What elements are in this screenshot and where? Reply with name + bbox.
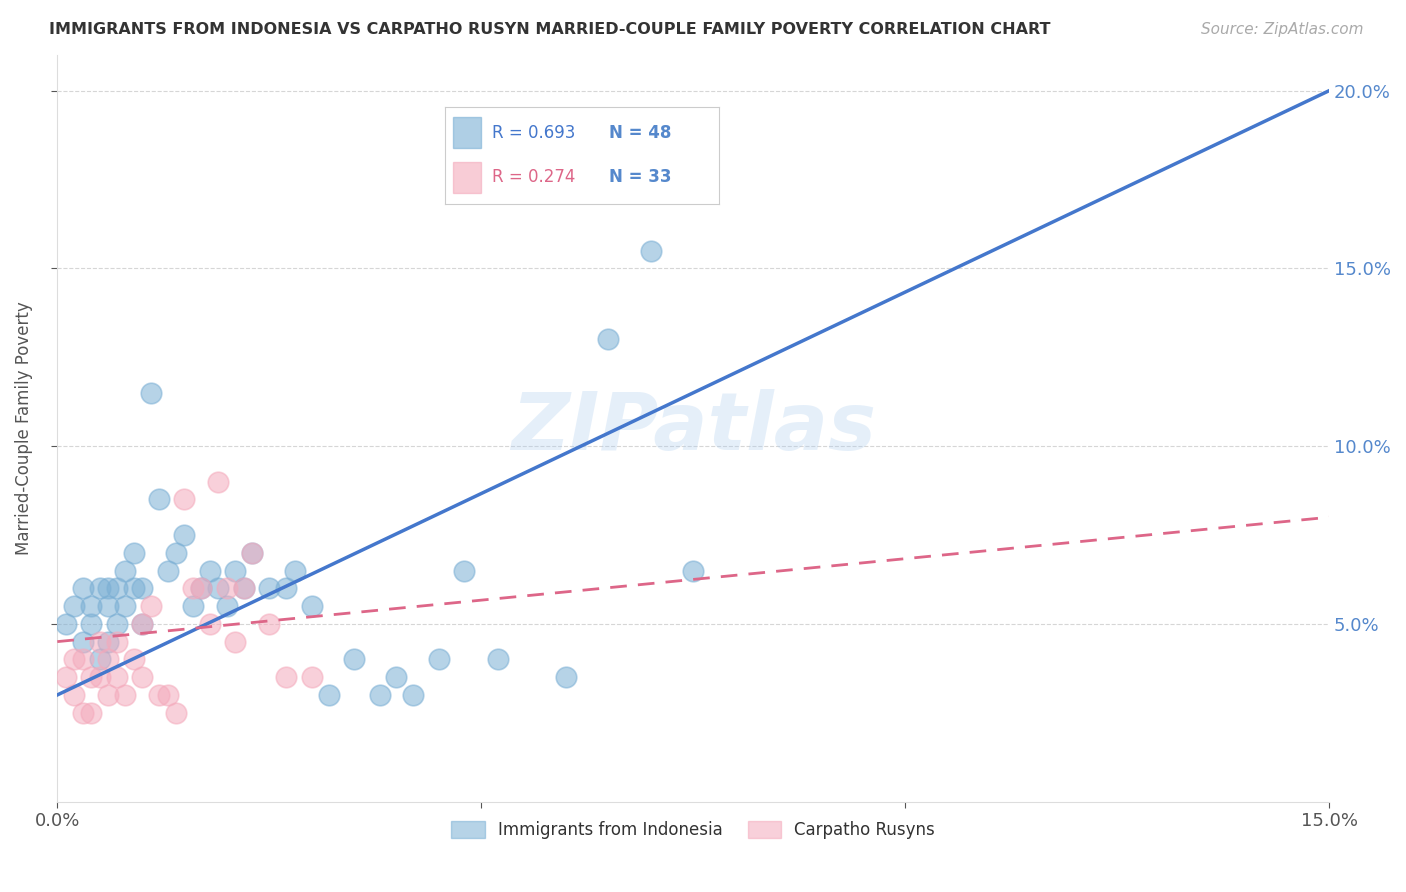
- Point: [453, 564, 475, 578]
- Point: [240, 546, 263, 560]
- Point: [165, 706, 187, 720]
- Point: [343, 652, 366, 666]
- Point: [207, 475, 229, 489]
- Point: [63, 599, 86, 613]
- Text: Source: ZipAtlas.com: Source: ZipAtlas.com: [1201, 22, 1364, 37]
- Point: [402, 688, 425, 702]
- Point: [207, 582, 229, 596]
- Point: [122, 652, 145, 666]
- Point: [89, 652, 111, 666]
- Point: [105, 670, 128, 684]
- Point: [173, 528, 195, 542]
- Point: [105, 582, 128, 596]
- Point: [555, 670, 578, 684]
- Point: [131, 616, 153, 631]
- Point: [427, 652, 450, 666]
- Point: [165, 546, 187, 560]
- Point: [198, 564, 221, 578]
- Point: [89, 582, 111, 596]
- Point: [276, 670, 298, 684]
- Point: [215, 599, 238, 613]
- Point: [284, 564, 307, 578]
- Point: [173, 492, 195, 507]
- Point: [131, 670, 153, 684]
- Point: [97, 652, 120, 666]
- Legend: Immigrants from Indonesia, Carpatho Rusyns: Immigrants from Indonesia, Carpatho Rusy…: [444, 814, 942, 846]
- Point: [131, 582, 153, 596]
- Point: [259, 582, 281, 596]
- Point: [122, 546, 145, 560]
- Point: [148, 688, 170, 702]
- Point: [114, 599, 136, 613]
- Point: [63, 652, 86, 666]
- Point: [55, 670, 77, 684]
- Point: [224, 564, 246, 578]
- Point: [97, 582, 120, 596]
- Point: [105, 616, 128, 631]
- Point: [80, 670, 103, 684]
- Point: [181, 599, 204, 613]
- Point: [190, 582, 212, 596]
- Point: [215, 582, 238, 596]
- Point: [72, 652, 94, 666]
- Point: [80, 599, 103, 613]
- Point: [97, 634, 120, 648]
- Point: [89, 670, 111, 684]
- Point: [301, 599, 323, 613]
- Point: [240, 546, 263, 560]
- Point: [122, 582, 145, 596]
- Point: [385, 670, 408, 684]
- Point: [139, 385, 162, 400]
- Point: [682, 564, 704, 578]
- Point: [276, 582, 298, 596]
- Point: [181, 582, 204, 596]
- Point: [55, 616, 77, 631]
- Point: [139, 599, 162, 613]
- Point: [63, 688, 86, 702]
- Point: [224, 634, 246, 648]
- Point: [301, 670, 323, 684]
- Point: [80, 616, 103, 631]
- Point: [232, 582, 254, 596]
- Point: [105, 634, 128, 648]
- Point: [97, 688, 120, 702]
- Point: [640, 244, 662, 258]
- Point: [156, 564, 179, 578]
- Point: [190, 582, 212, 596]
- Y-axis label: Married-Couple Family Poverty: Married-Couple Family Poverty: [15, 301, 32, 555]
- Point: [148, 492, 170, 507]
- Point: [232, 582, 254, 596]
- Point: [72, 582, 94, 596]
- Point: [114, 688, 136, 702]
- Point: [72, 634, 94, 648]
- Point: [368, 688, 391, 702]
- Point: [198, 616, 221, 631]
- Point: [97, 599, 120, 613]
- Point: [318, 688, 340, 702]
- Point: [114, 564, 136, 578]
- Point: [80, 706, 103, 720]
- Text: IMMIGRANTS FROM INDONESIA VS CARPATHO RUSYN MARRIED-COUPLE FAMILY POVERTY CORREL: IMMIGRANTS FROM INDONESIA VS CARPATHO RU…: [49, 22, 1050, 37]
- Point: [598, 333, 620, 347]
- Point: [72, 706, 94, 720]
- Point: [89, 634, 111, 648]
- Point: [486, 652, 509, 666]
- Point: [131, 616, 153, 631]
- Point: [156, 688, 179, 702]
- Text: ZIPatlas: ZIPatlas: [510, 389, 876, 467]
- Point: [259, 616, 281, 631]
